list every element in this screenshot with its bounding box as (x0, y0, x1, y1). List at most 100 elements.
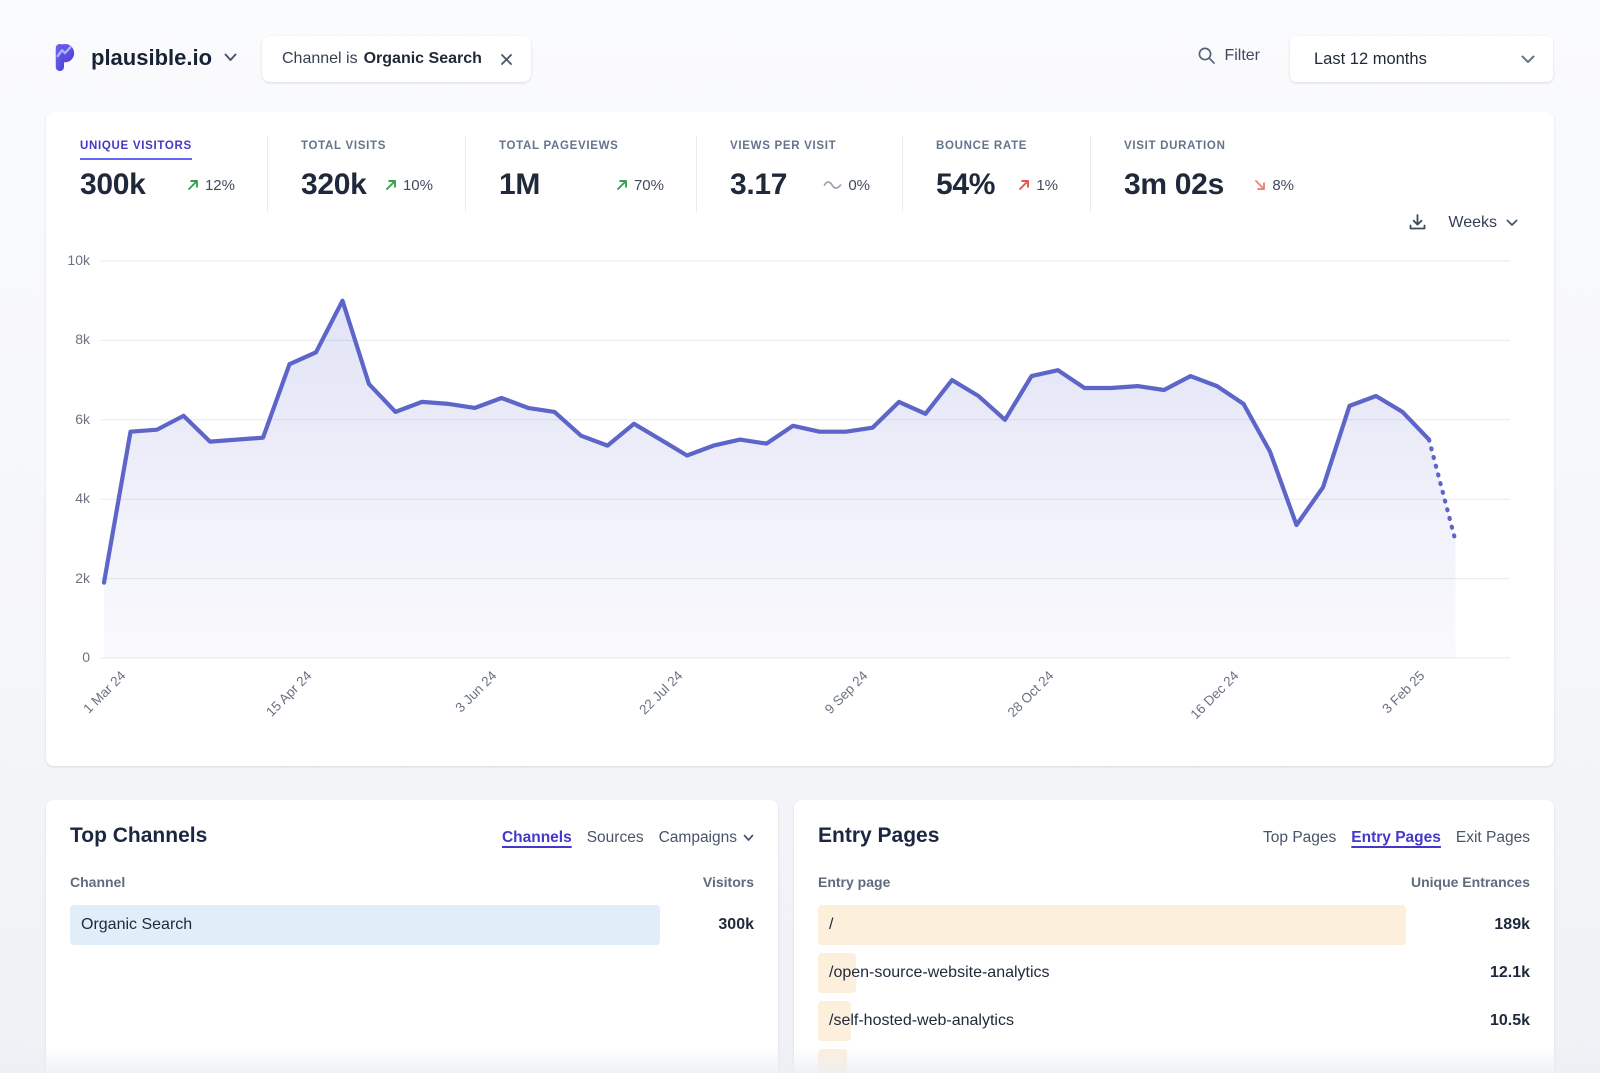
table-header: Channel Visitors (70, 874, 754, 890)
site-name: plausible.io (91, 44, 213, 70)
entry-pages-card: Entry Pages Top Pages Entry Pages Exit Pag… (794, 800, 1554, 1073)
row-value: 12.1k (1489, 964, 1530, 981)
entry-table-body: / 189k /open-source-website-analytics 12… (818, 905, 1530, 1073)
column-header: Entry page (818, 874, 891, 890)
table-row[interactable]: /open-source-website-analytics 12.1k (818, 953, 1530, 993)
metric-value: 54% (936, 168, 996, 201)
column-header: Channel (70, 874, 126, 890)
search-icon (1197, 46, 1216, 65)
x-tick-label: 9 Sep 24 (821, 668, 871, 717)
metric-bounce-rate[interactable]: BOUNCE RATE 54% 1% (936, 136, 1091, 212)
metric-label: TOTAL VISITS (301, 140, 387, 152)
tab-entry-pages[interactable]: Entry Pages (1351, 829, 1441, 846)
tab-channels[interactable]: Channels (501, 829, 572, 846)
metric-label: UNIQUE VISITORS (80, 140, 192, 160)
chevron-down-icon (1521, 55, 1535, 64)
metric-total-visits[interactable]: TOTAL VISITS 320k 10% (301, 136, 466, 212)
card-title: Top Channels (70, 824, 208, 847)
y-tick-label: 2k (75, 569, 90, 586)
metric-delta: 8% (1253, 177, 1294, 194)
close-icon[interactable] (500, 53, 513, 66)
arrow-up-right-icon (386, 180, 396, 190)
metric-delta: 70% (615, 177, 664, 194)
row-label: /self-hosted-web-analytics (829, 1012, 1014, 1029)
x-tick-label: 15 Apr 24 (262, 668, 315, 720)
metric-views-per-visit[interactable]: VIEWS PER VISIT 3.17 0% (730, 136, 903, 212)
x-tick-label: 22 Jul 24 (635, 668, 686, 718)
arrow-down-right-icon (1255, 180, 1266, 190)
tab-exit-pages[interactable]: Exit Pages (1455, 829, 1530, 846)
download-button[interactable] (1407, 212, 1428, 233)
y-tick-label: 6k (75, 410, 90, 427)
row-value: 189k (1494, 916, 1530, 933)
metric-total-pageviews[interactable]: TOTAL PAGEVIEWS 1M 70% (499, 136, 697, 212)
row-value: 300k (718, 916, 754, 933)
column-header: Unique Entrances (1410, 874, 1530, 890)
table-row[interactable]: /self-hosted-web-analytics 10.5k (818, 1001, 1530, 1041)
table-row[interactable]: Organic Search 300k (70, 905, 754, 945)
tab-sources[interactable]: Sources (586, 829, 644, 846)
filter-button[interactable]: Filter (1197, 46, 1260, 65)
top-channels-card: Top Channels Channels Sources Campaigns Ch… (46, 800, 778, 1073)
tab-top-pages[interactable]: Top Pages (1263, 829, 1337, 846)
metric-value: 320k (301, 168, 367, 201)
table-header: Entry page Unique Entrances (818, 874, 1530, 890)
x-tick-label: 1 Mar 24 (80, 668, 129, 717)
x-axis-labels: 1 Mar 24 15 Apr 24 3 Jun 24 22 Jul 24 9 Sep … (80, 668, 1510, 763)
metric-unique-visitors[interactable]: UNIQUE VISITORS 300k 12% (80, 136, 268, 212)
row-bar: / (818, 905, 1406, 945)
arrow-up-right-icon (1019, 180, 1030, 190)
x-tick-label: 3 Jun 24 (452, 668, 500, 716)
flat-trend-icon (823, 181, 842, 189)
filter-pill-prefix: Channel is (282, 50, 358, 67)
y-tick-label: 10k (67, 252, 90, 268)
metric-label: BOUNCE RATE (936, 140, 1028, 152)
y-tick-label: 4k (75, 490, 90, 507)
filter-pill[interactable]: Channel is Organic Search (262, 36, 531, 82)
tab-campaigns[interactable]: Campaigns (659, 829, 754, 847)
row-bar (818, 1049, 848, 1073)
row-label: /open-source-website-analytics (829, 964, 1050, 981)
x-tick-label: 28 Oct 24 (1004, 668, 1057, 721)
pages-tabs: Top Pages Entry Pages Exit Pages (1263, 829, 1530, 847)
interval-selector[interactable]: Weeks (1448, 214, 1518, 232)
row-bar: /open-source-website-analytics (818, 953, 1050, 993)
filter-label: Filter (1224, 46, 1260, 64)
row-label: / (829, 916, 834, 933)
y-axis-labels: 0 2k 4k 6k 8k 10k (46, 252, 90, 672)
download-icon (1409, 214, 1426, 230)
metric-label: VISIT DURATION (1124, 140, 1226, 152)
chevron-down-icon (224, 53, 237, 62)
chevron-down-icon (743, 834, 754, 841)
row-bar: Organic Search (70, 905, 660, 945)
metric-delta: 1% (1017, 177, 1058, 194)
metric-value: 1M (499, 168, 541, 201)
metric-label: VIEWS PER VISIT (730, 140, 837, 152)
channels-table-body: Organic Search 300k (70, 905, 754, 953)
filter-pill-value: Organic Search (363, 50, 482, 67)
y-tick-label: 0 (82, 649, 90, 665)
chart-controls: Weeks (1407, 212, 1518, 233)
visitors-panel: UNIQUE VISITORS 300k 12% TOTAL VISITS 32… (46, 112, 1554, 766)
metric-delta: 0% (823, 177, 870, 194)
x-tick-label: 16 Dec 24 (1187, 668, 1242, 723)
row-bar: /self-hosted-web-analytics (818, 1001, 1014, 1041)
plausible-logo-icon (48, 42, 79, 73)
table-row[interactable] (818, 1049, 1530, 1073)
metric-value: 3.17 (730, 168, 788, 201)
visitors-chart (100, 260, 1510, 659)
site-switcher[interactable]: plausible.io (48, 42, 237, 73)
chevron-down-icon (1506, 219, 1518, 227)
date-range-picker[interactable]: Last 12 months (1290, 36, 1553, 82)
metric-visit-duration[interactable]: VISIT DURATION 3m 02s 8% (1124, 136, 1326, 212)
table-row[interactable]: / 189k (818, 905, 1530, 945)
metric-label: TOTAL PAGEVIEWS (499, 140, 619, 152)
metric-delta: 12% (186, 177, 235, 194)
metric-value: 3m 02s (1124, 168, 1224, 201)
arrow-up-right-icon (617, 180, 627, 190)
arrow-up-right-icon (188, 180, 198, 190)
card-title: Entry Pages (818, 824, 940, 847)
column-header: Visitors (702, 874, 754, 890)
row-label: Organic Search (81, 916, 193, 933)
channels-tabs: Channels Sources Campaigns (502, 829, 754, 847)
